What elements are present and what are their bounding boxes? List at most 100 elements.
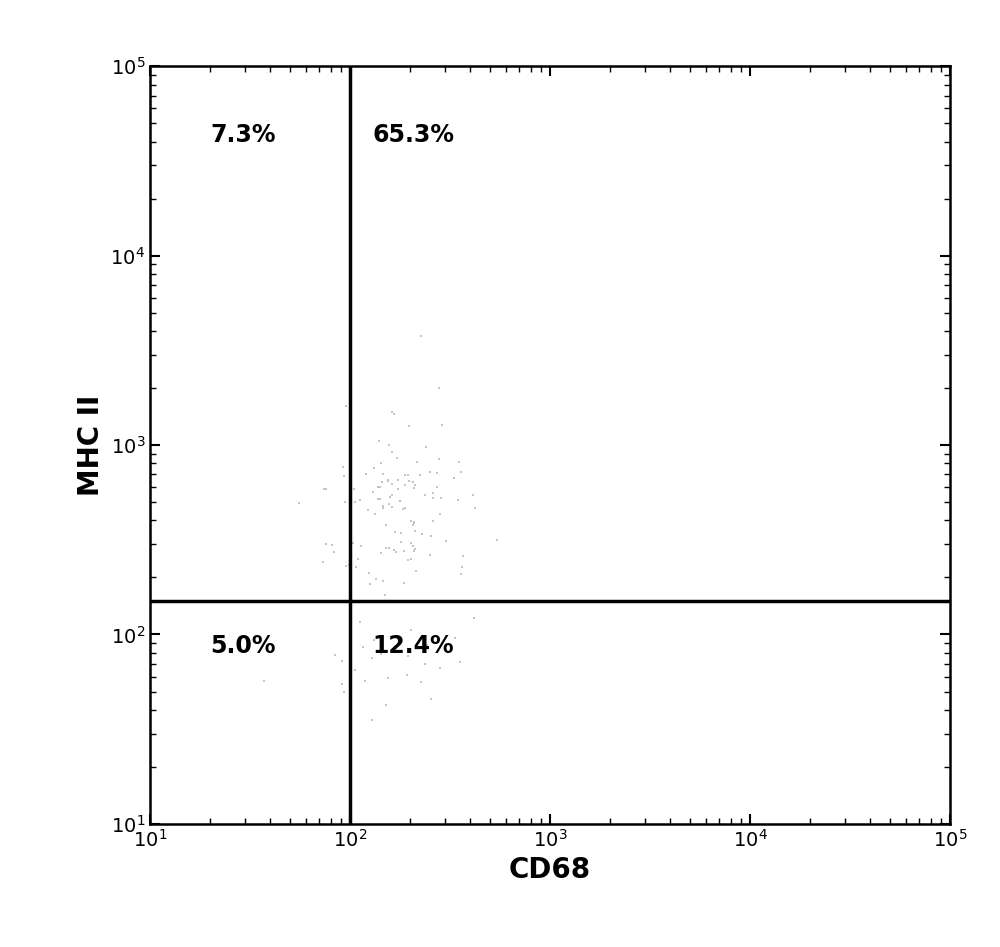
Point — [425, 513, 441, 528]
Point — [316, 482, 332, 497]
Point — [390, 473, 406, 488]
Point — [450, 492, 466, 508]
Point — [389, 451, 405, 466]
Point — [397, 468, 413, 483]
Point — [453, 566, 469, 581]
Point — [315, 555, 331, 570]
Point — [422, 465, 438, 480]
Y-axis label: MHC II: MHC II — [77, 395, 105, 495]
Point — [367, 507, 383, 522]
Point — [466, 611, 482, 626]
Text: 7.3%: 7.3% — [210, 123, 276, 148]
Point — [373, 456, 389, 471]
Point — [405, 538, 421, 553]
Point — [343, 632, 359, 647]
Point — [432, 661, 448, 676]
Point — [414, 526, 430, 541]
Point — [407, 542, 423, 557]
Point — [374, 474, 390, 490]
Point — [401, 419, 417, 434]
Point — [346, 481, 362, 496]
Point — [380, 670, 396, 686]
Point — [423, 692, 439, 707]
Point — [407, 524, 423, 539]
Point — [373, 545, 389, 561]
Text: 5.0%: 5.0% — [210, 634, 276, 658]
Point — [371, 433, 387, 448]
Point — [375, 500, 391, 515]
Point — [352, 492, 368, 508]
Point — [453, 464, 469, 479]
Point — [338, 399, 354, 414]
Point — [392, 493, 408, 509]
Point — [451, 455, 467, 470]
Point — [406, 480, 422, 495]
Point — [406, 544, 422, 559]
Point — [375, 573, 391, 588]
X-axis label: CD68: CD68 — [509, 856, 591, 884]
Point — [392, 595, 408, 610]
Point — [364, 651, 380, 666]
Point — [399, 668, 415, 683]
Point — [382, 490, 398, 505]
Point — [370, 479, 386, 494]
Point — [409, 454, 425, 469]
Point — [407, 478, 423, 493]
Point — [386, 542, 402, 557]
Point — [347, 494, 363, 509]
Point — [353, 539, 369, 554]
Point — [388, 638, 404, 653]
Point — [403, 551, 419, 566]
Point — [406, 514, 422, 529]
Point — [355, 639, 371, 654]
Point — [318, 482, 334, 497]
Point — [384, 476, 400, 491]
Point — [377, 588, 393, 603]
Point — [347, 662, 363, 677]
Point — [454, 560, 470, 575]
Point — [381, 496, 397, 511]
Text: 12.4%: 12.4% — [373, 634, 454, 658]
Point — [467, 500, 483, 515]
Point — [406, 515, 422, 530]
Point — [489, 532, 505, 547]
Point — [348, 559, 364, 574]
Point — [432, 507, 448, 522]
Point — [400, 468, 416, 483]
Point — [352, 615, 368, 630]
Point — [384, 404, 400, 420]
Point — [384, 499, 400, 514]
Point — [323, 595, 339, 610]
Point — [365, 485, 381, 500]
Point — [405, 518, 421, 533]
Point — [397, 501, 413, 516]
Point — [386, 406, 402, 421]
Point — [366, 460, 382, 475]
Point — [417, 656, 433, 671]
Point — [326, 545, 342, 560]
Point — [372, 480, 388, 495]
Point — [446, 471, 462, 486]
Point — [434, 418, 450, 433]
Point — [384, 444, 400, 459]
Point — [380, 474, 396, 489]
Point — [447, 631, 463, 646]
Point — [403, 623, 419, 638]
Point — [370, 491, 386, 507]
Point — [381, 541, 397, 556]
Point — [291, 495, 307, 510]
Point — [396, 576, 412, 591]
Point — [429, 466, 445, 481]
Point — [345, 535, 361, 550]
Point — [452, 654, 468, 670]
Point — [388, 545, 404, 560]
Point — [373, 646, 389, 661]
Point — [384, 487, 400, 502]
Point — [366, 633, 382, 648]
Point — [357, 673, 373, 688]
Point — [335, 459, 351, 474]
Point — [372, 491, 388, 507]
Point — [378, 540, 394, 555]
Point — [401, 474, 417, 489]
Point — [405, 474, 421, 490]
